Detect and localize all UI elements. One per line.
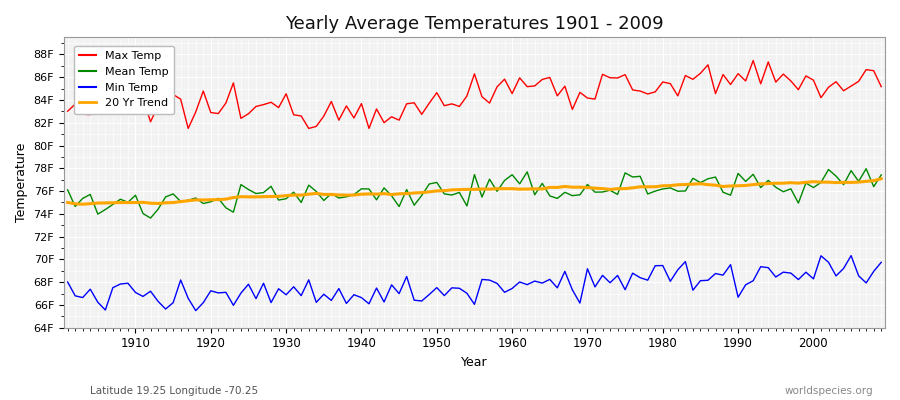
Text: worldspecies.org: worldspecies.org: [785, 386, 873, 396]
Text: Latitude 19.25 Longitude -70.25: Latitude 19.25 Longitude -70.25: [90, 386, 258, 396]
Title: Yearly Average Temperatures 1901 - 2009: Yearly Average Temperatures 1901 - 2009: [285, 15, 664, 33]
Y-axis label: Temperature: Temperature: [15, 143, 28, 222]
Legend: Max Temp, Mean Temp, Min Temp, 20 Yr Trend: Max Temp, Mean Temp, Min Temp, 20 Yr Tre…: [74, 46, 174, 114]
X-axis label: Year: Year: [461, 356, 488, 369]
